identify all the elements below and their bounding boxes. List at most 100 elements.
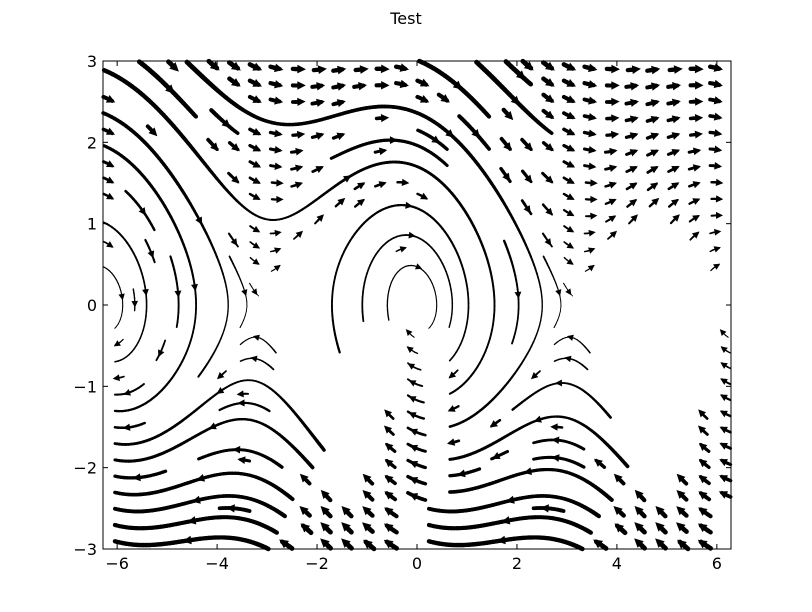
- stream-arrow: [594, 458, 603, 467]
- stream-arrow: [555, 379, 562, 387]
- stream-arrow: [545, 143, 554, 152]
- stream-arrow: [713, 112, 723, 121]
- stream-arrow: [611, 114, 620, 123]
- streamline: [155, 339, 167, 362]
- stream-arrow: [399, 79, 409, 89]
- stream-arrow: [713, 129, 723, 137]
- stream-arrow: [566, 95, 576, 103]
- stream-arrow: [276, 179, 284, 187]
- stream-arrow: [588, 229, 596, 237]
- stream-arrow: [609, 164, 618, 172]
- stream-arrow: [629, 115, 639, 124]
- stream-arrow: [320, 538, 330, 548]
- stream-arrow: [384, 475, 394, 484]
- stream-arrow: [566, 225, 575, 233]
- stream-arrow: [697, 539, 708, 549]
- stream-arrow: [676, 522, 686, 532]
- stream-arrow: [431, 135, 441, 144]
- stream-arrow: [611, 97, 620, 107]
- stream-arrow: [380, 64, 390, 74]
- stream-arrow: [384, 491, 394, 500]
- stream-arrow: [336, 99, 346, 108]
- stream-arrow: [363, 539, 373, 549]
- stream-arrow: [378, 181, 387, 189]
- stream-arrow: [122, 423, 131, 431]
- stream-arrow: [566, 242, 574, 249]
- stream-arrow: [383, 425, 393, 434]
- stream-arrow: [714, 145, 723, 154]
- stream-arrow: [252, 242, 260, 249]
- stream-arrow: [692, 181, 701, 189]
- stream-arrow: [672, 214, 680, 222]
- stream-arrow: [650, 166, 659, 174]
- stream-arrow: [692, 198, 701, 205]
- stream-arrow: [409, 477, 419, 485]
- stream-arrow: [274, 63, 284, 73]
- stream-arrow: [505, 495, 515, 504]
- stream-arrow: [715, 195, 724, 203]
- stream-arrow: [491, 452, 501, 460]
- stream-arrow: [671, 98, 681, 107]
- stream-arrow: [399, 63, 410, 72]
- stream-arrow: [695, 97, 704, 106]
- stream-arrow: [629, 199, 638, 207]
- stream-arrow: [614, 523, 625, 533]
- stream-arrow: [341, 522, 351, 532]
- stream-arrow: [408, 412, 417, 419]
- x-tick-label: 6: [712, 554, 722, 573]
- y-axis: −3 −2 −1 0 1 2 3: [73, 52, 731, 559]
- stream-arrow: [630, 82, 640, 91]
- stream-arrow: [252, 176, 261, 184]
- stream-arrow: [593, 539, 603, 549]
- stream-arrow: [191, 283, 198, 292]
- stream-arrow: [276, 195, 284, 204]
- stream-arrow: [588, 129, 597, 138]
- stream-arrow: [299, 473, 309, 483]
- x-tick-label: 2: [512, 554, 522, 573]
- stream-arrow: [502, 172, 511, 182]
- stream-arrow: [720, 378, 728, 385]
- stream-arrow: [148, 127, 158, 137]
- stream-arrow: [274, 247, 282, 254]
- stream-arrow: [555, 289, 562, 297]
- streamline: [426, 515, 593, 535]
- streamline: [113, 379, 326, 452]
- stream-arrow: [337, 197, 346, 206]
- stream-arrow: [697, 425, 707, 434]
- stream-arrow: [359, 65, 369, 74]
- stream-arrow: [389, 136, 398, 145]
- streamline: [249, 282, 260, 297]
- stream-arrow: [419, 78, 430, 87]
- streamline: [426, 535, 585, 552]
- stream-arrow: [676, 473, 686, 483]
- stream-arrow: [566, 111, 576, 120]
- streamline: [113, 494, 287, 519]
- stream-arrow: [210, 142, 219, 152]
- stream-arrow: [564, 355, 572, 363]
- stream-arrow: [316, 214, 324, 222]
- stream-arrow: [503, 142, 512, 151]
- stream-arrow: [671, 132, 681, 140]
- stream-arrow: [613, 473, 623, 483]
- stream-arrow: [320, 505, 330, 516]
- stream-arrow: [147, 250, 155, 259]
- stream-arrow: [405, 201, 413, 209]
- stream-arrow: [524, 174, 533, 184]
- stream-arrow: [630, 214, 638, 222]
- streamline: [511, 382, 612, 419]
- stream-arrow: [719, 442, 728, 450]
- stream-arrow: [523, 61, 534, 71]
- stream-arrow: [409, 460, 419, 469]
- stream-arrow: [384, 409, 393, 418]
- stream-arrow: [694, 114, 704, 123]
- stream-arrow: [714, 228, 722, 236]
- stream-arrow: [158, 349, 165, 358]
- stream-arrow: [174, 290, 182, 298]
- stream-arrow: [362, 489, 372, 499]
- stream-arrow: [588, 96, 598, 105]
- stream-arrow: [336, 82, 347, 91]
- stream-arrow: [419, 94, 430, 103]
- stream-arrows: [105, 61, 729, 549]
- stream-arrow: [610, 130, 620, 139]
- stream-arrow: [452, 80, 463, 90]
